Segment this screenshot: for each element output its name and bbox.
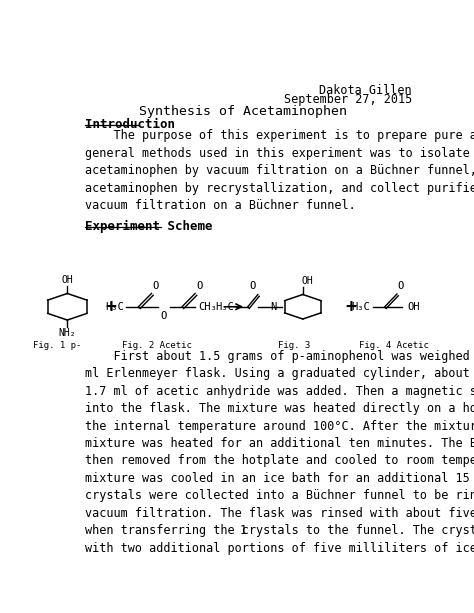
Text: 1: 1 <box>239 524 246 537</box>
Text: general methods used in this experiment was to isolate crude: general methods used in this experiment … <box>85 147 474 160</box>
Text: The purpose of this experiment is to prepare pure acetaminophen. The: The purpose of this experiment is to pre… <box>85 129 474 142</box>
Text: O: O <box>196 281 202 291</box>
Text: Introduction: Introduction <box>85 118 175 131</box>
Text: H₃C: H₃C <box>105 302 124 312</box>
Text: when transferring the crystals to the funnel. The crystals were then washed: when transferring the crystals to the fu… <box>85 524 474 538</box>
Text: OH: OH <box>408 302 420 312</box>
Text: OH: OH <box>62 275 73 285</box>
Text: vacuum filtration. The flask was rinsed with about five milliliters of ice water: vacuum filtration. The flask was rinsed … <box>85 507 474 520</box>
Text: vacuum filtration on a Büchner funnel.: vacuum filtration on a Büchner funnel. <box>85 199 356 212</box>
Text: CH₃: CH₃ <box>198 302 217 312</box>
Text: Experiment Scheme: Experiment Scheme <box>85 220 212 234</box>
Text: +: + <box>106 298 116 316</box>
Text: Fig. 2 Acetic: Fig. 2 Acetic <box>122 341 191 350</box>
Text: 1.7 ml of acetic anhydride was added. Then a magnetic stir bar was placed: 1.7 ml of acetic anhydride was added. Th… <box>85 384 474 398</box>
Text: acetaminophen by recrystallization, and collect purified acetaminophen by: acetaminophen by recrystallization, and … <box>85 181 474 195</box>
Text: N: N <box>270 302 277 312</box>
Text: First about 1.5 grams of p-aminophenol was weighed and place in a 50: First about 1.5 grams of p-aminophenol w… <box>85 349 474 363</box>
Text: O: O <box>153 281 159 291</box>
Text: O: O <box>249 281 255 291</box>
Text: September 27, 2015: September 27, 2015 <box>283 93 412 107</box>
Text: mixture was cooled in an ice bath for an additional 15 minutes and the: mixture was cooled in an ice bath for an… <box>85 472 474 485</box>
Text: H₃C: H₃C <box>215 302 234 312</box>
Text: Fig. 4 Acetic: Fig. 4 Acetic <box>359 341 429 350</box>
Text: with two additional portions of five milliliters of ice water. The crystals were: with two additional portions of five mil… <box>85 542 474 555</box>
Text: Synthesis of Acetaminophen: Synthesis of Acetaminophen <box>139 105 347 118</box>
Text: crystals were collected into a Büchner funnel to be rinsed and dried by: crystals were collected into a Büchner f… <box>85 489 474 503</box>
Text: O: O <box>161 311 167 321</box>
Text: the internal temperature around 100°C. After the mixture dissolved, the: the internal temperature around 100°C. A… <box>85 419 474 433</box>
Text: OH: OH <box>301 276 313 286</box>
Text: Dakota Gillen: Dakota Gillen <box>319 84 412 97</box>
Text: ml Erlenmeyer flask. Using a graduated cylinder, about 4.5 ml of water and: ml Erlenmeyer flask. Using a graduated c… <box>85 367 474 380</box>
Text: then removed from the hotplate and cooled to room temperature. Then the: then removed from the hotplate and coole… <box>85 454 474 468</box>
Text: mixture was heated for an additional ten minutes. The Erlenmeyer flask was: mixture was heated for an additional ten… <box>85 437 474 450</box>
Text: Fig. 3: Fig. 3 <box>278 341 310 350</box>
Text: +: + <box>346 298 356 316</box>
Text: NH₂: NH₂ <box>58 328 76 338</box>
Text: acetaminophen by vacuum filtration on a Büchner funnel, purify the crude: acetaminophen by vacuum filtration on a … <box>85 164 474 177</box>
Text: H₃C: H₃C <box>352 302 370 312</box>
Text: into the flask. The mixture was heated directly on a hotplate while keeping: into the flask. The mixture was heated d… <box>85 402 474 415</box>
Text: O: O <box>398 281 404 291</box>
Text: Fig. 1 p-: Fig. 1 p- <box>33 341 82 350</box>
